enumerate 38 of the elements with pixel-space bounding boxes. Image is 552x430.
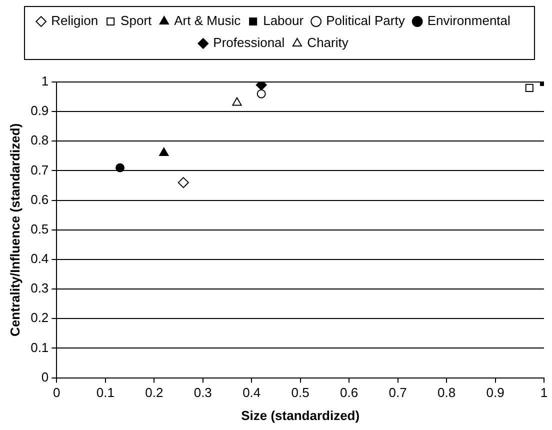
- point: [525, 84, 534, 92]
- x-tick-label: 1: [540, 385, 548, 400]
- legend-label: Art & Music: [174, 13, 242, 28]
- point: [159, 147, 169, 156]
- x-tick-label: 0: [53, 385, 60, 400]
- point: [232, 97, 242, 106]
- y-tick-label: 0.4: [30, 251, 49, 266]
- x-tick-label: 0.5: [291, 385, 310, 400]
- x-tick-label: 0.7: [388, 385, 407, 400]
- y-tick-label: 0.7: [30, 162, 49, 178]
- x-tick-label: 0.9: [486, 385, 504, 400]
- y-tick-label: 0.2: [30, 310, 49, 326]
- legend-label: Labour: [263, 13, 304, 28]
- x-tick-label: 0.2: [145, 385, 164, 400]
- legend-label: Sport: [120, 13, 152, 28]
- x-tick-label: 0.6: [340, 385, 358, 400]
- y-tick-label: 0.8: [30, 132, 49, 148]
- y-tick-label: 0.1: [30, 340, 49, 355]
- point: [178, 177, 189, 188]
- legend-label: Political Party: [326, 13, 406, 28]
- y-tick-label: 0: [41, 369, 49, 384]
- y-tick-label: 0.3: [30, 280, 49, 296]
- y-tick-label: 1: [41, 74, 49, 89]
- x-tick-label: 0.1: [96, 385, 114, 400]
- y-tick-label: 0.9: [30, 103, 49, 118]
- x-tick-label: 0.3: [194, 385, 212, 400]
- y-tick-label: 0.5: [30, 221, 49, 236]
- x-tick-label: 0.4: [242, 385, 261, 400]
- y-tick-label: 0.6: [30, 192, 49, 207]
- point: [116, 163, 125, 172]
- legend-label: Religion: [51, 13, 98, 28]
- legend-label: Charity: [307, 35, 349, 50]
- x-axis-title: Size (standardized): [241, 408, 360, 423]
- x-tick-label: 0.8: [437, 385, 456, 400]
- legend-label: Environmental: [427, 13, 511, 28]
- legend-label: Professional: [213, 35, 285, 50]
- y-axis-title: Centrality/Influence (standardized): [7, 123, 22, 336]
- point: [256, 89, 266, 98]
